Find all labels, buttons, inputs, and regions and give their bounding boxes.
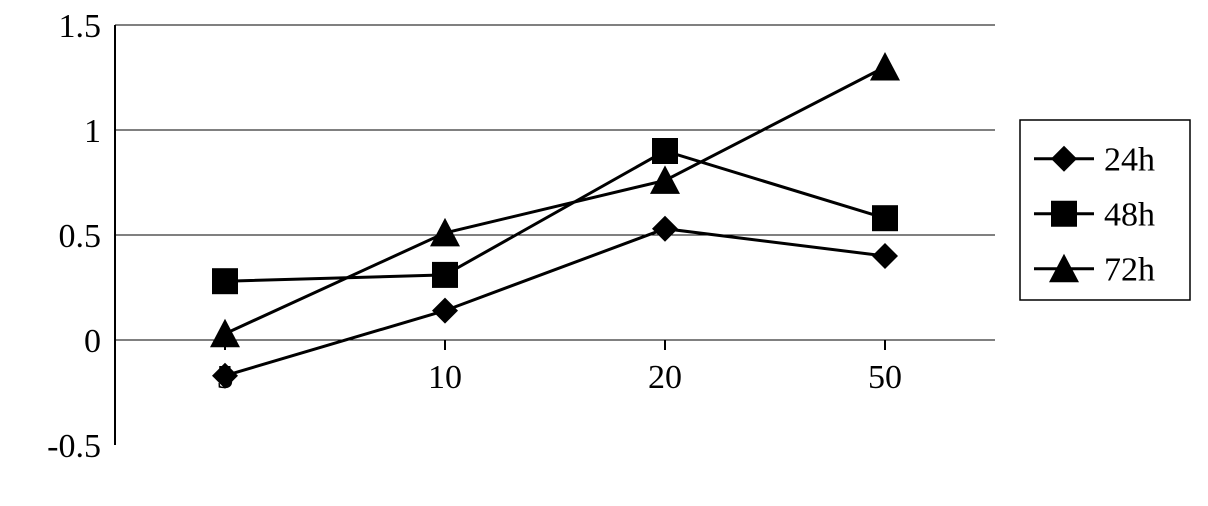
svg-text:20: 20 <box>648 359 682 396</box>
svg-text:0: 0 <box>84 323 101 360</box>
svg-text:10: 10 <box>428 359 462 396</box>
line-chart: 5102050-0.500.511.524h48h72h <box>0 0 1208 506</box>
svg-text:72h: 72h <box>1104 252 1155 289</box>
svg-text:1.5: 1.5 <box>59 8 102 45</box>
svg-text:50: 50 <box>868 359 902 396</box>
svg-text:0.5: 0.5 <box>59 218 102 255</box>
svg-text:-0.5: -0.5 <box>47 428 101 465</box>
svg-text:24h: 24h <box>1104 142 1155 179</box>
svg-text:1: 1 <box>84 113 101 150</box>
svg-text:48h: 48h <box>1104 197 1155 234</box>
legend: 24h 48h 72h <box>1020 120 1190 300</box>
chart-svg: 5102050-0.500.511.524h48h72h <box>0 0 1208 506</box>
